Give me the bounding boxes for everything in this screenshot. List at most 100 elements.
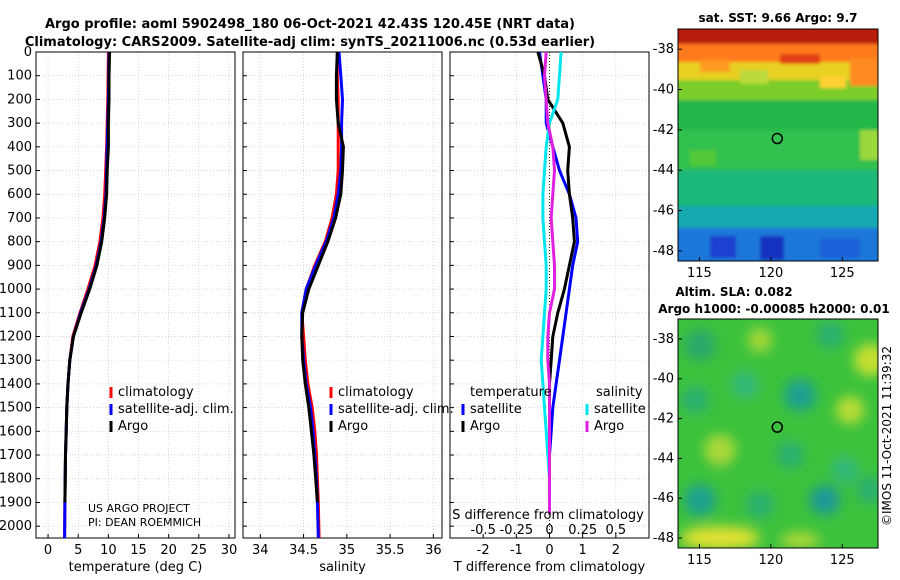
- legend-label-satellite-adj: satellite-adj. clim.: [338, 402, 454, 417]
- sla-blob: [704, 434, 736, 466]
- map-x-tick-label: 115: [687, 266, 712, 281]
- x-tick-label: 0: [44, 543, 52, 558]
- depth-tick-label: 400: [7, 140, 32, 155]
- x-tick-label: 2: [612, 543, 620, 558]
- map-y-tick-label: -46: [653, 204, 674, 219]
- depth-tick-label: 1800: [0, 472, 32, 487]
- sla-blob: [784, 379, 816, 411]
- depth-tick-label: 0: [24, 45, 32, 60]
- map-x-tick-label: 125: [830, 553, 855, 568]
- map-y-tick-label: -44: [653, 163, 674, 178]
- legend-label-argo: Argo: [118, 419, 148, 434]
- sla-blob: [836, 396, 864, 424]
- map-x-tick-label: 120: [758, 266, 783, 281]
- s-difference-ticks: -0.5 -0.25 0 0.25 0.5: [470, 523, 626, 538]
- difference-legend: temperature salinity satellite Argo sate…: [461, 385, 646, 434]
- sla-blob: [856, 476, 878, 504]
- salinity-panel: 34 34.5 35 35.5 36 salinity: [242, 51, 443, 575]
- sst-patch: [760, 236, 784, 260]
- sla-blob: [684, 329, 716, 361]
- depth-tick-label: 800: [7, 235, 32, 250]
- sla-blob: [831, 456, 859, 484]
- legend-label-s-satellite: satellite: [594, 402, 646, 417]
- map-x-tick-label: 125: [830, 266, 855, 281]
- sst-patch: [820, 76, 846, 88]
- sla-blob: [816, 321, 844, 349]
- figure-title-line2: Climatology: CARS2009. Satellite-adj cli…: [25, 35, 595, 50]
- sla-map-subtitle: Argo h1000: -0.00085 h2000: 0.01: [658, 302, 889, 316]
- sst-patch: [700, 60, 730, 72]
- map-y-tick-label: -48: [653, 531, 674, 546]
- depth-tick-label: 600: [7, 187, 32, 202]
- x-tick-label: 20: [160, 543, 177, 558]
- s-tick-label: -0.25: [500, 523, 534, 538]
- sst-map-title: sat. SST: 9.66 Argo: 9.7: [698, 11, 857, 25]
- x-axis-label: T difference from climatology: [453, 560, 646, 575]
- x-axis-label: salinity: [319, 560, 366, 575]
- sla-blob: [854, 344, 878, 376]
- x-tick-label: 34: [252, 543, 269, 558]
- depth-tick-label: 1300: [0, 353, 32, 368]
- sst-warm-band: [678, 29, 878, 48]
- legend-label-argo: Argo: [338, 419, 368, 434]
- map-y-tick-label: -40: [653, 83, 674, 98]
- project-annotation: US ARGO PROJECT: [88, 502, 190, 515]
- x-tick-label: 34.5: [289, 543, 318, 558]
- depth-tick-label: 1100: [0, 306, 32, 321]
- legend-title-temperature: temperature: [470, 385, 552, 400]
- s-tick-label: 0.25: [568, 523, 597, 538]
- series-argo: [300, 51, 345, 503]
- x-tick-label: 5: [74, 543, 82, 558]
- plot-frame: [242, 51, 443, 539]
- depth-tick-label: 1900: [0, 495, 32, 510]
- sla-blob: [780, 532, 820, 548]
- figure-title-line1: Argo profile: aoml 5902498_180 06-Oct-20…: [45, 17, 575, 32]
- sst-patch: [780, 54, 820, 64]
- series-argo: [63, 51, 112, 503]
- depth-tick-label: 1500: [0, 401, 32, 416]
- x-tick-label: 30: [221, 543, 238, 558]
- sst-map: [678, 29, 878, 261]
- sla-blob: [731, 371, 759, 399]
- map-y-tick-label: -38: [653, 332, 674, 347]
- sla-blob: [748, 328, 772, 352]
- legend-label-climatology: climatology: [338, 385, 414, 400]
- x-tick-label: -2: [477, 543, 490, 558]
- sla-blob: [684, 484, 716, 516]
- map-y-tick-label: -42: [653, 123, 674, 138]
- legend-label-climatology: climatology: [118, 385, 194, 400]
- legend-label-s-argo: Argo: [594, 419, 624, 434]
- s-tick-label: -0.5: [470, 523, 495, 538]
- depth-tick-label: 1000: [0, 282, 32, 297]
- map-y-tick-label: -38: [653, 42, 674, 57]
- s-tick-label: 0.5: [605, 523, 626, 538]
- temperature-panel: 0 5 10 15 20 25 30 temperature (deg C) 0 100 200 30…: [0, 45, 237, 575]
- sst-teal-band: [678, 170, 878, 210]
- sla-blob: [776, 441, 804, 469]
- plot-frame: [35, 51, 236, 539]
- map-x-tick-label: 115: [687, 553, 712, 568]
- sla-blob: [810, 485, 840, 515]
- sla-map-axes: 115 120 125 -38 -40 -42 -44 -46 -48: [653, 332, 855, 568]
- sla-blob: [746, 491, 774, 519]
- argo-position-marker: [771, 421, 784, 433]
- sst-patch: [740, 70, 768, 84]
- x-tick-label: 35: [339, 543, 356, 558]
- sla-map-title: Altim. SLA: 0.082: [675, 285, 792, 299]
- imos-watermark: ©IMOS 11-Oct-2021 11:39:32: [880, 346, 894, 526]
- depth-tick-label: 200: [7, 92, 32, 107]
- x-axis-label: temperature (deg C): [69, 560, 203, 575]
- x-tick-label: 25: [191, 543, 208, 558]
- x-tick-label: 0: [545, 543, 553, 558]
- map-y-tick-label: -44: [653, 451, 674, 466]
- argo-position-marker: [771, 132, 784, 145]
- sst-map-axes: 115 120 125 -38 -40 -42 -44 -46 -48: [653, 42, 855, 281]
- depth-tick-label: 100: [7, 69, 32, 84]
- sla-map-frame: [677, 318, 879, 549]
- sla-map: [678, 319, 878, 548]
- temperature-legend: climatology satellite-adj. clim. Argo: [109, 385, 234, 434]
- sst-patch: [820, 238, 860, 258]
- legend-label-t-argo: Argo: [470, 419, 500, 434]
- depth-tick-label: 300: [7, 116, 32, 131]
